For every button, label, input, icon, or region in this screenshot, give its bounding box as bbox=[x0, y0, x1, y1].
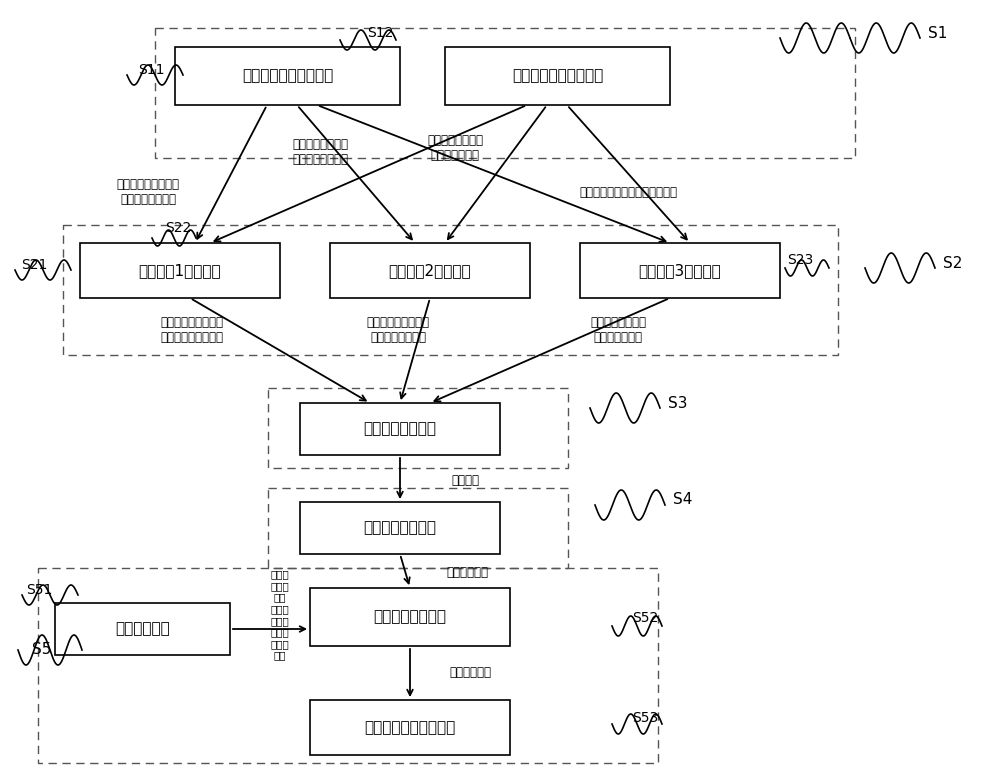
Bar bbox=[63, 225, 838, 355]
Text: 神经网络1计算单元: 神经网络1计算单元 bbox=[139, 263, 221, 278]
Text: S22: S22 bbox=[165, 221, 191, 235]
Text: 光伏、风电、柴油发
电机发电量预测数据: 光伏、风电、柴油发 电机发电量预测数据 bbox=[160, 316, 224, 344]
Text: 预测数据: 预测数据 bbox=[451, 474, 479, 487]
Text: S11: S11 bbox=[138, 63, 164, 77]
Text: S12: S12 bbox=[367, 26, 393, 40]
Text: S52: S52 bbox=[632, 611, 658, 625]
Text: 光伏、风电、柴油发
电机历史发电数据: 光伏、风电、柴油发 电机历史发电数据 bbox=[116, 178, 180, 206]
Bar bbox=[175, 47, 400, 105]
Text: 数据信息输出模块: 数据信息输出模块 bbox=[364, 422, 436, 436]
Text: S2: S2 bbox=[943, 256, 962, 270]
Bar bbox=[300, 502, 500, 554]
Bar bbox=[155, 28, 855, 158]
Bar bbox=[330, 243, 530, 298]
Text: 工商业用户和居民
用户历史用电数据: 工商业用户和居民 用户历史用电数据 bbox=[292, 138, 348, 166]
Text: 能源供需计划: 能源供需计划 bbox=[449, 666, 491, 678]
Text: 气象节日数据输入单元: 气象节日数据输入单元 bbox=[512, 68, 603, 84]
Text: 神经网络3计算单元: 神经网络3计算单元 bbox=[639, 263, 721, 278]
Text: S21: S21 bbox=[21, 258, 47, 272]
Bar bbox=[580, 243, 780, 298]
Text: 能源供需数据: 能源供需数据 bbox=[446, 566, 488, 578]
Text: S53: S53 bbox=[632, 711, 658, 725]
Bar bbox=[55, 603, 230, 655]
Text: S23: S23 bbox=[787, 253, 813, 267]
Text: 对应时间气象数据以及节日数据: 对应时间气象数据以及节日数据 bbox=[579, 185, 677, 198]
Text: 能源供需计划输出单元: 能源供需计划输出单元 bbox=[364, 720, 456, 735]
Text: 电动汽车用电量和
发电量预测数据: 电动汽车用电量和 发电量预测数据 bbox=[590, 316, 646, 344]
Bar bbox=[445, 47, 670, 105]
Text: 能源供需安排单元: 能源供需安排单元 bbox=[374, 609, 446, 625]
Text: 历史电量数据输入单元: 历史电量数据输入单元 bbox=[242, 68, 333, 84]
Text: 电量监控单元: 电量监控单元 bbox=[115, 622, 170, 636]
Text: 光伏电
厂、风
电厂
电动汽
车和柴
油机厂
的发电
数据: 光伏电 厂、风 电厂 电动汽 车和柴 油机厂 的发电 数据 bbox=[271, 570, 289, 660]
Text: 工商业用户和居民用
户用电量预测数据: 工商业用户和居民用 户用电量预测数据 bbox=[366, 316, 430, 344]
Text: 电动汽车用电量和
发电量历史数据: 电动汽车用电量和 发电量历史数据 bbox=[427, 134, 483, 162]
Text: 能源供需计算模块: 能源供需计算模块 bbox=[364, 521, 436, 536]
Text: 神经网络2计算单元: 神经网络2计算单元 bbox=[389, 263, 471, 278]
Bar bbox=[38, 568, 658, 763]
Bar bbox=[300, 403, 500, 455]
Text: S4: S4 bbox=[673, 492, 692, 508]
Bar bbox=[268, 388, 568, 468]
Text: S51: S51 bbox=[26, 583, 52, 597]
Text: S3: S3 bbox=[668, 395, 688, 411]
Text: S5: S5 bbox=[32, 642, 51, 657]
Bar bbox=[310, 588, 510, 646]
Bar bbox=[80, 243, 280, 298]
Bar bbox=[310, 700, 510, 755]
Bar bbox=[268, 488, 568, 568]
Text: S1: S1 bbox=[928, 26, 947, 40]
